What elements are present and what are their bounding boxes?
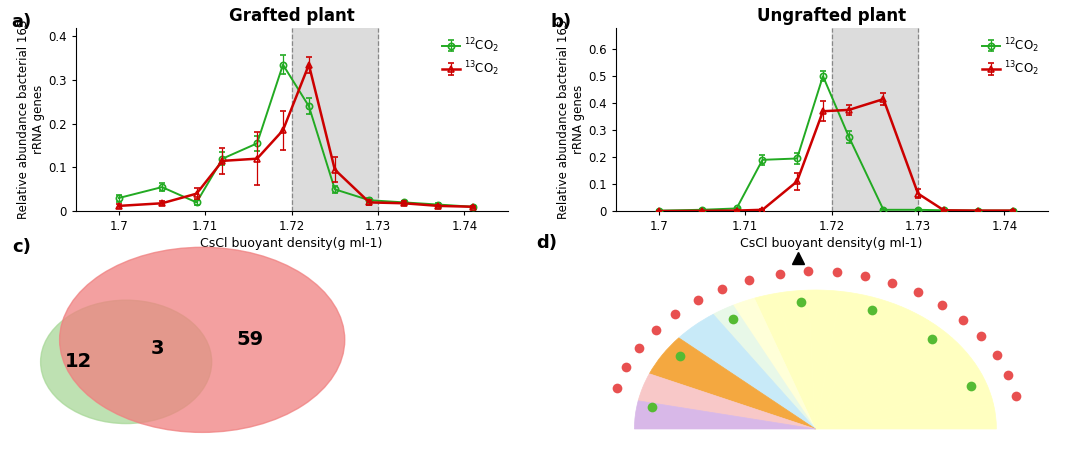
Text: 12: 12: [65, 353, 92, 371]
X-axis label: CsCl buoyant density(g ml-1): CsCl buoyant density(g ml-1): [741, 237, 922, 250]
Wedge shape: [815, 291, 873, 429]
Wedge shape: [815, 321, 953, 429]
Bar: [292, 28, 378, 211]
Ellipse shape: [59, 247, 345, 432]
Text: d): d): [537, 234, 557, 252]
Wedge shape: [634, 401, 815, 429]
Wedge shape: [815, 338, 971, 429]
Bar: [832, 28, 918, 211]
Text: c): c): [12, 239, 31, 257]
X-axis label: CsCl buoyant density(g ml-1): CsCl buoyant density(g ml-1): [201, 237, 382, 250]
Wedge shape: [754, 293, 815, 429]
Text: 59: 59: [237, 330, 264, 349]
Ellipse shape: [41, 300, 212, 424]
Wedge shape: [815, 307, 929, 429]
Title: Ungrafted plant: Ungrafted plant: [757, 6, 906, 25]
Title: Grafted plant: Grafted plant: [229, 6, 354, 25]
Wedge shape: [713, 305, 815, 429]
Wedge shape: [649, 338, 815, 429]
Wedge shape: [815, 381, 994, 429]
Wedge shape: [777, 290, 815, 429]
Text: b): b): [551, 13, 572, 31]
Wedge shape: [815, 297, 902, 429]
Wedge shape: [733, 298, 815, 429]
Wedge shape: [809, 290, 840, 429]
Wedge shape: [678, 314, 815, 429]
Y-axis label: Relative abundance bacterial 16S
rRNA genes: Relative abundance bacterial 16S rRNA ge…: [557, 20, 585, 219]
Wedge shape: [815, 358, 985, 429]
Wedge shape: [815, 404, 997, 429]
Text: a): a): [11, 13, 31, 31]
Legend: $^{12}$CO$_2$, $^{13}$CO$_2$: $^{12}$CO$_2$, $^{13}$CO$_2$: [980, 34, 1042, 80]
Legend: $^{12}$CO$_2$, $^{13}$CO$_2$: $^{12}$CO$_2$, $^{13}$CO$_2$: [440, 34, 502, 80]
Wedge shape: [638, 374, 815, 429]
Y-axis label: Relative abundance bacterial 16S
rRNA genes: Relative abundance bacterial 16S rRNA ge…: [17, 20, 45, 219]
Text: 3: 3: [150, 339, 164, 358]
